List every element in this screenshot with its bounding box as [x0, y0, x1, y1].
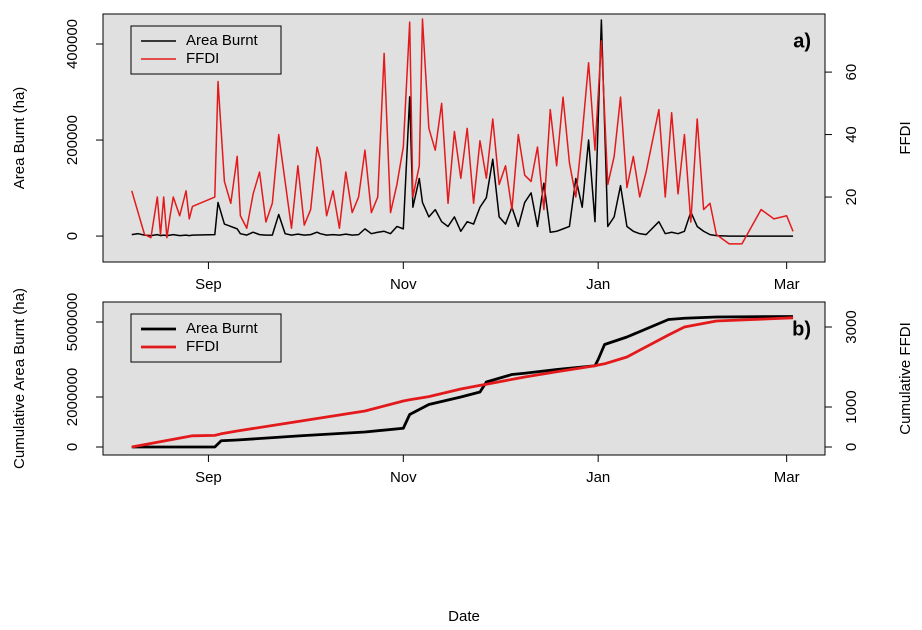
y2-axis-title: FFDI	[897, 121, 914, 154]
data-line	[131, 18, 794, 245]
legend-box	[130, 313, 282, 363]
panel-label: b)	[792, 318, 811, 340]
legend-label: FFDI	[186, 338, 219, 355]
x-tick-label: Nov	[390, 469, 417, 486]
y2-axis-title: Cumulative FFDI	[897, 322, 914, 435]
x-tick-label: Sep	[195, 276, 222, 293]
x-tick-label: Mar	[774, 469, 800, 486]
legend-label: Area Burnt	[186, 32, 259, 49]
y2-tick-label: 3000	[843, 310, 860, 343]
y-tick-label: 200000	[64, 115, 81, 165]
y2-tick-label: 20	[843, 189, 860, 206]
legend-box	[130, 25, 282, 75]
plot-frame	[102, 301, 826, 456]
y-tick-label: 5000000	[64, 293, 81, 351]
legend-label: FFDI	[186, 50, 219, 67]
y-tick-label: 2000000	[64, 368, 81, 426]
y-tick-label: 0	[64, 443, 81, 451]
x-tick-label: Jan	[586, 469, 610, 486]
data-line	[131, 316, 794, 449]
y-tick-label: 400000	[64, 19, 81, 69]
x-tick-label: Nov	[390, 276, 417, 293]
x-axis-title: Date	[448, 608, 480, 625]
x-tick-label: Jan	[586, 276, 610, 293]
y-axis-title: Cumulative Area Burnt (ha)	[11, 288, 28, 469]
plot-frame	[102, 13, 826, 263]
y2-tick-label: 60	[843, 64, 860, 81]
data-line	[131, 19, 794, 237]
y2-tick-label: 0	[843, 443, 860, 451]
y2-tick-label: 40	[843, 126, 860, 143]
data-line	[131, 315, 794, 449]
x-tick-label: Mar	[774, 276, 800, 293]
y-axis-title: Area Burnt (ha)	[11, 87, 28, 190]
legend-label: Area Burnt	[186, 320, 259, 337]
panel-label: a)	[793, 30, 811, 52]
x-tick-label: Sep	[195, 469, 222, 486]
y2-tick-label: 1000	[843, 390, 860, 423]
y-tick-label: 0	[64, 232, 81, 240]
